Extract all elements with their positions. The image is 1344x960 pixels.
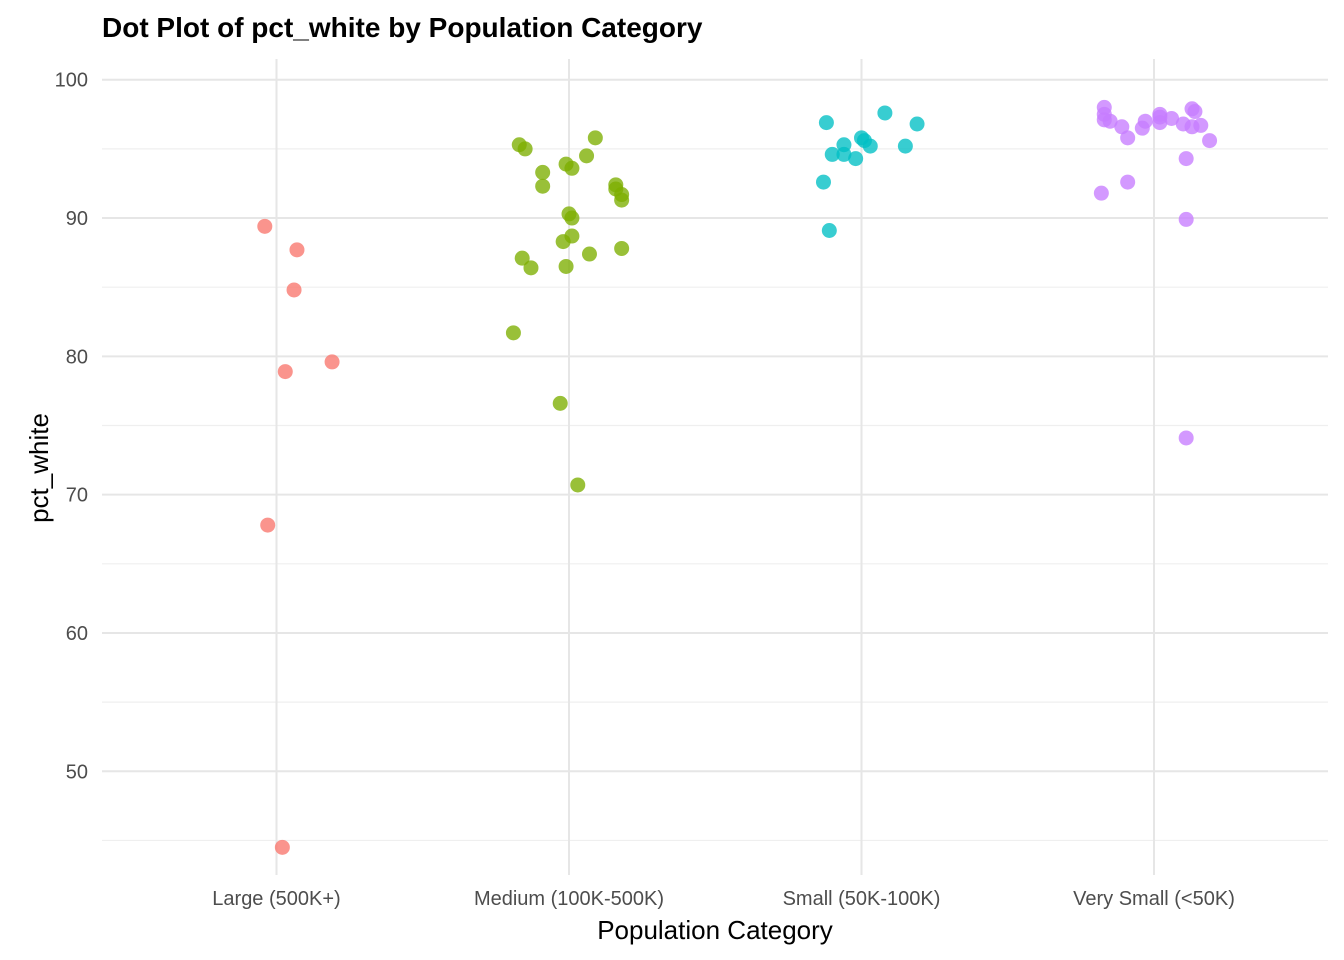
data-point <box>514 250 530 266</box>
y-tick-label: 70 <box>66 485 88 507</box>
x-axis-title: Population Category <box>597 915 833 945</box>
y-tick-label: 50 <box>66 761 88 783</box>
data-point <box>1120 130 1136 146</box>
x-tick-label: Large (500K+) <box>212 888 340 910</box>
y-tick-label: 90 <box>66 208 88 230</box>
data-point <box>257 218 273 234</box>
data-point <box>836 146 852 162</box>
data-point <box>1120 174 1136 190</box>
data-point <box>1134 120 1150 136</box>
data-point <box>552 395 568 411</box>
data-point <box>897 138 913 154</box>
data-points <box>257 99 1218 855</box>
data-point <box>821 222 837 238</box>
data-point <box>1178 430 1194 446</box>
data-point <box>1178 151 1194 167</box>
chart-title: Dot Plot of pct_white by Population Cate… <box>102 12 703 43</box>
data-point <box>555 234 571 250</box>
data-point <box>1184 119 1200 135</box>
data-point <box>1202 133 1218 149</box>
data-point <box>1093 185 1109 201</box>
data-point <box>862 138 878 154</box>
data-point <box>523 260 539 276</box>
data-point <box>277 364 293 380</box>
data-point <box>286 282 302 298</box>
data-point <box>1152 115 1168 131</box>
data-point <box>505 325 521 341</box>
data-point <box>558 258 574 274</box>
data-point <box>1114 119 1130 135</box>
data-point <box>581 246 597 262</box>
data-point <box>1164 110 1180 126</box>
data-point <box>1102 113 1118 129</box>
data-point <box>324 354 340 370</box>
y-tick-label: 100 <box>55 70 88 92</box>
y-axis-tick-labels: 50 60 70 80 90 100 <box>55 70 88 784</box>
data-point <box>877 105 893 121</box>
data-point <box>824 146 840 162</box>
data-point <box>1187 104 1203 120</box>
x-tick-label: Small (50K-100K) <box>783 888 941 910</box>
x-tick-label: Medium (100K-500K) <box>474 888 664 910</box>
data-point <box>848 151 864 167</box>
data-point <box>564 160 580 176</box>
data-point <box>818 115 834 131</box>
data-point <box>274 839 290 855</box>
data-point <box>1178 211 1194 227</box>
data-point <box>614 240 630 256</box>
x-tick-label: Very Small (<50K) <box>1073 888 1235 910</box>
data-point <box>614 192 630 208</box>
y-tick-label: 80 <box>66 346 88 368</box>
data-point <box>535 178 551 194</box>
minor-gridlines <box>102 148 1328 842</box>
data-point <box>587 130 603 146</box>
data-point <box>260 517 276 533</box>
major-gridlines <box>102 59 1328 875</box>
data-point <box>564 210 580 226</box>
data-point <box>570 477 586 493</box>
y-axis-title: pct_white <box>24 413 54 523</box>
data-point <box>535 164 551 180</box>
data-point <box>579 148 595 164</box>
data-point <box>289 242 305 258</box>
x-axis-tick-labels: Large (500K+) Medium (100K-500K) Small (50… <box>212 888 1235 910</box>
data-point <box>909 116 925 132</box>
y-tick-label: 60 <box>66 623 88 645</box>
data-point <box>517 141 533 157</box>
data-point <box>815 174 831 190</box>
